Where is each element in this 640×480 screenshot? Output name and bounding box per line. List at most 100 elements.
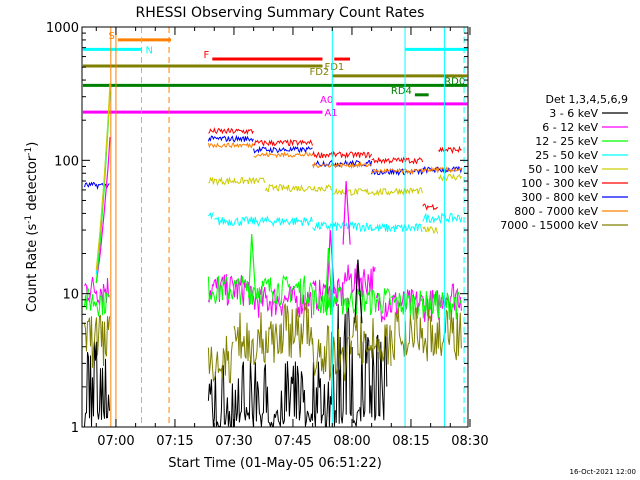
y-axis-label-sup1: -1 (24, 215, 34, 224)
series-trace-7000-15000-kev (207, 335, 234, 384)
series-trace-7000-15000-kev (233, 312, 282, 366)
x-tick-label: 08:00 (333, 434, 370, 449)
flag-label-f: F (204, 50, 210, 61)
series-trace-800-7000-kev (312, 161, 372, 170)
series-trace-50-100-kev (208, 176, 266, 187)
series-group (84, 82, 463, 427)
series-trace-3-6-kev (207, 359, 336, 427)
y-axis-label-sup2: -1 (24, 147, 34, 156)
series-trace-800-7000-kev (253, 151, 313, 159)
rise-curve-50-100-kev (95, 82, 111, 271)
rise-curve-6-12-kev (95, 136, 111, 284)
series-trace-300-800-kev (84, 181, 110, 191)
chart-title: RHESSI Observing Summary Count Rates (136, 5, 425, 21)
spike-6-12-kev (342, 180, 351, 245)
series-trace-800-7000-kev (422, 165, 463, 174)
flag-s: S (109, 31, 172, 42)
series-800-7000-kev (207, 141, 463, 175)
y-tick-label: 100 (54, 154, 79, 169)
series-trace-300-800-kev (253, 145, 313, 154)
series-trace-800-7000-kev (371, 167, 424, 175)
series-trace-100-300-kev (438, 145, 462, 155)
series-trace-6-12-kev (375, 288, 443, 323)
series-trace-50-100-kev (438, 173, 462, 182)
legend-label-7000-15000-kev: 7000 - 15000 keV (500, 219, 598, 232)
series-trace-7000-15000-kev (84, 314, 110, 368)
series-12-25-kev (84, 274, 462, 320)
series-trace-100-300-kev (208, 126, 254, 136)
y-axis-label-part3: ) (25, 142, 40, 147)
flag-label-fd2: FD2 (309, 67, 329, 78)
flag-rd4: RD4 (391, 86, 429, 97)
series-trace-7000-15000-kev (390, 307, 462, 362)
x-tick-label: 07:15 (156, 434, 193, 449)
flag-label-rd4: RD4 (391, 86, 412, 97)
x-tick-label: 08:15 (392, 434, 429, 449)
legend-title: Det 1,3,4,5,6,9 (545, 93, 628, 106)
legend-label-50-100-kev: 50 - 100 keV (528, 163, 598, 176)
flag-f: F (204, 50, 350, 61)
series-trace-25-50-kev (214, 215, 313, 228)
series-trace-12-25-kev (390, 289, 462, 320)
flag-label-s: S (109, 31, 115, 42)
y-axis-label-part2: detector (25, 155, 40, 215)
series-trace-300-800-kev (207, 134, 254, 143)
y-axis-label: Count Rate (s-1 detector-1) (24, 142, 40, 313)
series-trace-100-300-kev (312, 150, 373, 160)
series-trace-7000-15000-kev (280, 301, 313, 358)
x-tick-label: 07:45 (274, 434, 311, 449)
flag-n: N (82, 45, 468, 56)
series-50-100-kev (208, 173, 462, 234)
y-tick-label: 10 (62, 288, 79, 303)
spike-12-25-kev (248, 233, 257, 298)
series-trace-3-6-kev (359, 329, 388, 422)
spike-6-12-kev (326, 230, 335, 294)
spike-3-6-kev (354, 259, 363, 324)
axes: 1 10 100 1000 07:00 07:15 07:30 07:45 08:00 08:15… (46, 21, 489, 449)
flag-fd1: FD1 (82, 62, 344, 73)
legend-label-800-7000-kev: 800 - 7000 keV (514, 205, 598, 218)
flag-label-fd1: FD1 (324, 62, 344, 73)
series-trace-25-50-kev (422, 212, 463, 225)
legend-label-100-300-kev: 100 - 300 keV (521, 177, 598, 190)
legend-label-25-50-kev: 25 - 50 keV (535, 149, 598, 162)
legend-label-300-800-kev: 300 - 800 keV (521, 191, 598, 204)
series-trace-50-100-kev (390, 186, 423, 196)
flag-label-n: N (146, 45, 153, 56)
flag-label-a1: A1 (324, 108, 337, 119)
x-tick-label: 07:30 (215, 434, 252, 449)
series-trace-50-100-kev (264, 183, 332, 193)
series-100-300-kev (208, 126, 462, 211)
flag-a0: A0 (320, 95, 468, 106)
plot-frame (81, 26, 469, 428)
generation-timestamp: 16-Oct-2021 12:00 (570, 468, 636, 476)
series-trace-100-300-kev (371, 156, 424, 165)
series-25-50-kev (208, 212, 463, 233)
legend-label-12-25-kev: 12 - 25 keV (535, 135, 598, 148)
series-7000-15000-kev (84, 301, 462, 384)
y-axis-label-part1: Count Rate (s (25, 224, 40, 313)
series-trace-25-50-kev (312, 220, 373, 233)
vertical-markers (110, 27, 465, 427)
x-tick-label: 07:00 (97, 434, 134, 449)
y-tick-label: 1000 (46, 21, 79, 36)
series-trace-6-12-kev (84, 277, 110, 305)
y-tick-label: 1 (71, 421, 79, 436)
flag-rd0: RD0 (82, 76, 468, 87)
series-trace-25-50-kev (371, 222, 423, 233)
series-trace-12-25-kev (84, 285, 110, 317)
series-trace-50-100-kev (332, 187, 392, 197)
x-tick-label: 08:30 (451, 434, 488, 449)
series-trace-25-50-kev (208, 212, 214, 220)
legend-label-6-12-kev: 6 - 12 keV (542, 121, 598, 134)
series-trace-100-300-kev (422, 203, 438, 211)
flag-label-a0: A0 (320, 95, 333, 106)
series-trace-300-800-kev (371, 167, 424, 177)
flag-a1: A1 (82, 108, 338, 119)
series-trace-100-300-kev (253, 138, 314, 147)
series-trace-3-6-kev (84, 341, 110, 427)
series-trace-50-100-kev (422, 225, 439, 234)
x-axis-label: Start Time (01-May-05 06:51:22) (168, 456, 382, 471)
